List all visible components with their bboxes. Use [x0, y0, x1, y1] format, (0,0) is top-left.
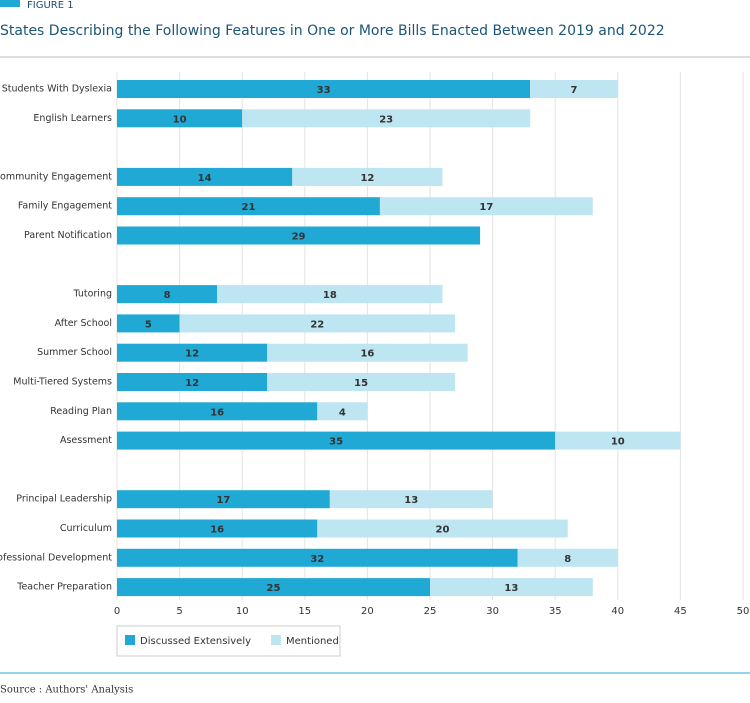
data-label: 22: [310, 319, 324, 330]
bar-segment: [430, 578, 593, 597]
legend-label: Mentioned: [286, 636, 339, 647]
bar-segment: [329, 490, 493, 509]
category-label: Community Engagement: [0, 171, 112, 182]
data-label: 8: [564, 554, 571, 565]
data-label: 7: [570, 85, 577, 96]
data-label: 23: [379, 114, 393, 125]
bar-segment: [117, 314, 180, 333]
x-tick-label: 25: [424, 606, 437, 617]
data-label: 16: [360, 349, 374, 360]
bar-segment: [117, 431, 556, 450]
bar-segment: [117, 343, 268, 362]
x-tick-label: 10: [236, 606, 249, 617]
legend-label: Discussed Extensively: [140, 636, 251, 647]
x-tick-label: 40: [611, 606, 624, 617]
legend-swatch: [271, 635, 282, 645]
bar-segment: [179, 314, 456, 333]
bar-segment: [117, 109, 243, 128]
category-label: Multi-Tiered Systems: [13, 377, 112, 388]
category-label: After School: [55, 318, 112, 329]
category-label: Students With Dyslexia: [2, 84, 112, 95]
source: Source : Authors' Analysis: [0, 685, 133, 696]
data-label: 13: [404, 495, 418, 506]
bar-segment: [242, 109, 531, 128]
x-tick-label: 20: [361, 606, 374, 617]
data-label: 13: [504, 583, 518, 594]
x-tick-label: 0: [114, 606, 120, 617]
category-label: Summer School: [37, 347, 112, 358]
category-label: Principal Leadership: [16, 494, 112, 505]
x-tick-label: 35: [549, 606, 562, 617]
bar-segment: [217, 285, 443, 304]
data-label: 21: [241, 202, 255, 213]
x-tick-label: 45: [674, 606, 687, 617]
bar-segment: [267, 343, 468, 362]
category-label: Teacher Preparation: [16, 582, 112, 593]
data-label: 17: [216, 495, 230, 506]
bar-segment: [555, 431, 681, 450]
data-label: 12: [360, 173, 374, 184]
bar-segment: [530, 80, 618, 98]
data-label: 16: [210, 407, 224, 418]
bar-segment: [117, 578, 430, 597]
bar-segment: [292, 167, 443, 186]
data-label: 20: [436, 525, 450, 536]
bar-segment: [267, 373, 456, 391]
data-label: 35: [329, 437, 343, 448]
category-label: English Learners: [33, 113, 112, 124]
data-label: 8: [164, 290, 171, 301]
bar-segment: [517, 548, 618, 567]
bar-segment: [117, 519, 318, 538]
category-label: Family Engagement: [18, 201, 112, 212]
bar-segment: [117, 226, 481, 245]
data-label: 17: [479, 202, 493, 213]
bar-segment: [117, 402, 318, 421]
category-label: Tutoring: [72, 289, 112, 300]
bar-segment: [379, 197, 593, 216]
bar-segment: [317, 519, 568, 538]
data-label: 18: [323, 290, 337, 301]
category-label: Professional Development: [0, 552, 112, 563]
data-label: 5: [145, 319, 152, 330]
data-label: 10: [611, 437, 625, 448]
data-label: 14: [198, 173, 212, 184]
bar-segment: [117, 167, 293, 186]
data-label: 32: [310, 554, 324, 565]
data-label: 12: [185, 349, 199, 360]
bar-segment: [117, 285, 218, 304]
data-label: 10: [173, 114, 187, 125]
data-label: 25: [267, 583, 281, 594]
category-label: Parent Notification: [24, 230, 112, 241]
bar-segment: [117, 80, 531, 98]
x-tick-label: 50: [737, 606, 750, 617]
data-label: 33: [317, 85, 331, 96]
data-label: 16: [210, 525, 224, 536]
bar-segment: [317, 402, 368, 421]
category-label: Asessment: [60, 435, 112, 446]
figure-label: FIGURE 1: [27, 0, 74, 11]
data-label: 4: [339, 407, 346, 418]
bar-segment: [117, 373, 268, 391]
legend-swatch: [125, 635, 135, 645]
legend-box: [116, 625, 341, 657]
x-tick-label: 30: [486, 606, 499, 617]
bar-segment: [117, 548, 518, 567]
data-label: 15: [354, 378, 368, 389]
figure-marker: [0, 0, 20, 7]
bar-segment: [117, 490, 330, 509]
chart-title: States Describing the Following Features…: [0, 23, 665, 39]
bar-segment: [117, 197, 380, 216]
x-tick-label: 5: [176, 606, 182, 617]
data-label: 12: [185, 378, 199, 389]
data-label: 29: [292, 232, 306, 243]
category-label: Curriculum: [60, 523, 112, 534]
x-tick-label: 15: [298, 606, 311, 617]
category-label: Reading Plan: [50, 406, 112, 417]
